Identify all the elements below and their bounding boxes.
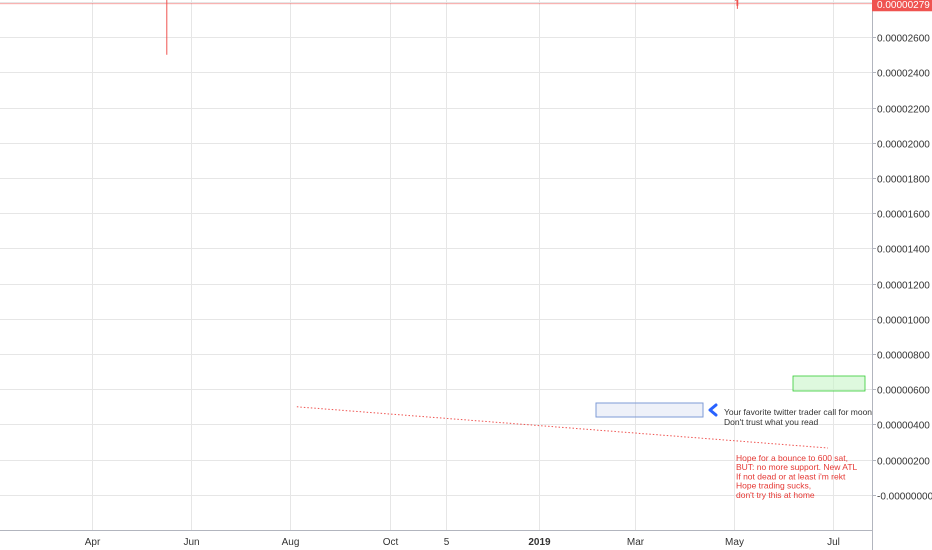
blue-note-line1: Your favorite twitter trader call for mo… xyxy=(724,407,872,417)
x-tick-label: Jun xyxy=(183,537,199,548)
y-tick-label: 0.00001000 xyxy=(877,316,930,327)
candle xyxy=(735,0,737,1)
red-note-line: don't try this at home xyxy=(736,490,815,500)
x-tick-label: Aug xyxy=(282,537,300,548)
y-tick-label: 0.00001800 xyxy=(877,175,930,186)
x-tick-label: Oct xyxy=(383,537,399,548)
time-axis[interactable]: Apr Jun Aug Oct 5 2019 Mar May Jul xyxy=(0,530,872,550)
candles xyxy=(166,0,739,55)
y-tick-label: -0.00000000 xyxy=(877,492,932,503)
y-tick-label: 0.00002400 xyxy=(877,69,930,80)
drawing-boxes xyxy=(595,375,866,418)
y-tick-label: 0.00001200 xyxy=(877,281,930,292)
y-tick-label: 0.00002000 xyxy=(877,140,930,151)
trend-line xyxy=(296,406,829,449)
red-note-line: BUT: no more support. New ATL xyxy=(736,462,858,472)
y-tick-label: 0.00000200 xyxy=(877,457,930,468)
y-tick-label: 0.00002200 xyxy=(877,105,930,116)
level-lines xyxy=(0,3,872,449)
y-tick-label: 0.00000400 xyxy=(877,421,930,432)
price-tag-label: 0.00000279 xyxy=(877,0,930,11)
x-tick-label: 2019 xyxy=(528,537,551,548)
red-note-line: If not dead or at least i'm rekt xyxy=(736,471,846,481)
time-axis-bg xyxy=(0,530,872,550)
y-tick-label: 0.00001600 xyxy=(877,210,930,221)
range-box xyxy=(595,402,704,418)
y-tick-label: 0.00000800 xyxy=(877,351,930,362)
blue-note-line2: Don't trust what you read xyxy=(724,417,818,427)
price-tags: 0.000006760.000003590.00000279 xyxy=(872,0,932,12)
y-tick-label: 0.00002600 xyxy=(877,34,930,45)
candle-body xyxy=(736,0,739,6)
arrow-left-icon xyxy=(708,403,718,417)
grid xyxy=(0,0,872,530)
x-tick-label: Apr xyxy=(85,537,101,548)
y-tick-label: 0.00000600 xyxy=(877,386,930,397)
red-note-line: Hope trading sucks, xyxy=(736,481,811,491)
x-tick-label: Mar xyxy=(627,537,645,548)
y-tick-label: 0.00001400 xyxy=(877,245,930,256)
x-tick-label: Jul xyxy=(827,537,840,548)
candle xyxy=(736,0,739,9)
x-tick-label: May xyxy=(725,537,744,548)
price-tag-bg xyxy=(872,0,932,12)
price-axis[interactable]: 0.000028000.000026000.000024000.00002200… xyxy=(872,0,932,550)
annotations: Your favorite twitter trader call for mo… xyxy=(708,403,872,500)
price-tag: 0.00000279 xyxy=(872,0,932,12)
candle xyxy=(166,0,168,55)
target-box xyxy=(792,375,866,392)
x-tick-label: 5 xyxy=(444,537,450,548)
red-note-line: Hope for a bounce to 600 sat, xyxy=(736,453,848,463)
price-axis-bg xyxy=(872,0,932,550)
